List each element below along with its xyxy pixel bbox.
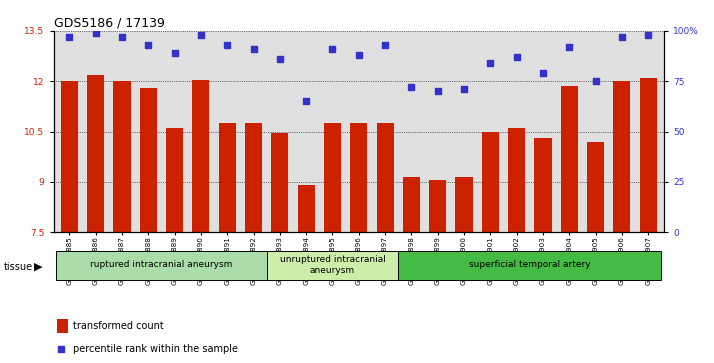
Bar (429, 180, 446, 232)
Point (563, 44, 575, 50)
Bar (351, 123, 367, 232)
Text: percentile rank within the sample: percentile rank within the sample (73, 344, 238, 354)
Point (90, 30, 101, 36)
Point (301, 98, 312, 104)
Point (432, 89, 443, 94)
Bar (482, 132, 499, 232)
Text: superficial temporal artery: superficial temporal artery (469, 261, 590, 269)
Point (248, 46, 259, 52)
Bar (61, 81, 78, 232)
Bar (587, 142, 604, 232)
Bar (166, 128, 183, 232)
Point (274, 56, 286, 62)
Point (195, 32, 206, 38)
Point (511, 54, 523, 60)
Point (537, 70, 548, 76)
Bar (218, 123, 236, 232)
Bar (192, 79, 209, 232)
Bar (324, 123, 341, 232)
Bar (376, 123, 393, 232)
Point (426, 238, 437, 244)
Bar (114, 81, 131, 232)
Point (327, 46, 338, 52)
Point (116, 34, 128, 40)
Point (458, 86, 470, 92)
Text: GDS5186 / 17139: GDS5186 / 17139 (54, 17, 164, 30)
Point (616, 34, 628, 40)
Text: ▶: ▶ (34, 262, 43, 272)
Bar (534, 138, 551, 232)
Point (379, 42, 391, 48)
Point (406, 84, 417, 90)
Bar (271, 133, 288, 232)
Bar (456, 177, 473, 232)
Bar (560, 86, 578, 232)
Bar (613, 81, 630, 232)
Text: transformed count: transformed count (73, 321, 164, 331)
Point (590, 78, 601, 84)
Bar (508, 128, 526, 232)
Point (643, 32, 654, 38)
Bar (87, 74, 104, 232)
Bar (267, 251, 398, 280)
Text: unruptured intracranial
aneurysm: unruptured intracranial aneurysm (280, 255, 386, 275)
Bar (298, 185, 315, 232)
Point (221, 42, 233, 48)
Bar (56, 319, 68, 333)
Bar (640, 78, 657, 232)
Bar (56, 251, 267, 280)
Point (169, 50, 181, 56)
Bar (245, 123, 262, 232)
Text: tissue: tissue (4, 262, 33, 272)
Point (485, 60, 496, 66)
Bar (140, 88, 157, 232)
Bar (398, 251, 661, 280)
Point (143, 42, 154, 48)
Point (64, 34, 75, 40)
Point (353, 52, 365, 58)
Bar (403, 177, 420, 232)
Text: ruptured intracranial aneurysm: ruptured intracranial aneurysm (90, 261, 233, 269)
